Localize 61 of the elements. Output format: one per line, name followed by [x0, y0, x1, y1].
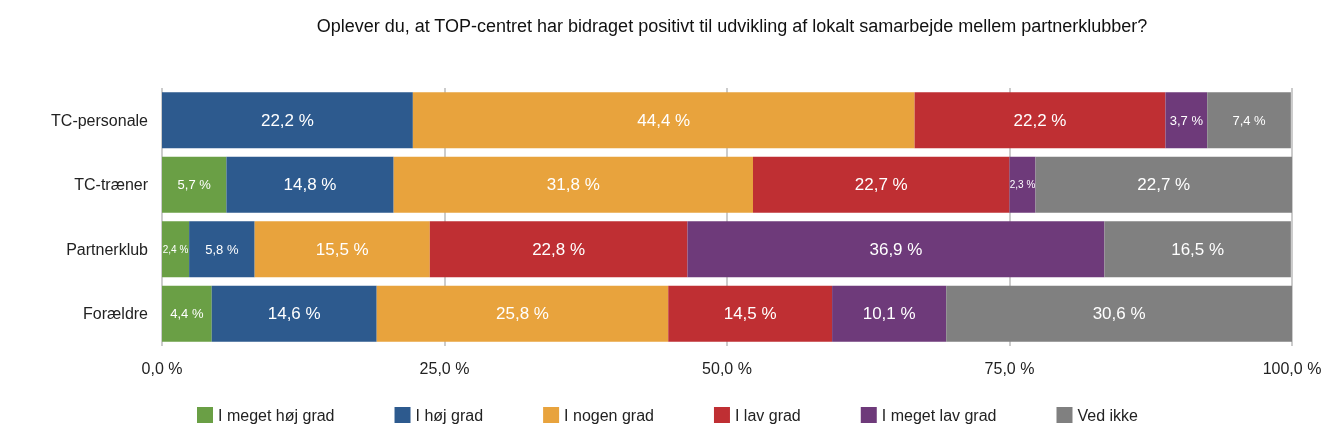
bar	[162, 92, 413, 149]
legend-label: I høj grad	[415, 406, 484, 424]
y-tick-label: Forældre	[83, 305, 149, 323]
data-label: 16,5 %	[1171, 239, 1225, 259]
data-label: 14,8 %	[283, 175, 337, 195]
bar	[162, 285, 212, 342]
data-label: 36,9 %	[869, 239, 923, 259]
bar	[393, 156, 753, 213]
x-tick-label: 75,0 %	[984, 359, 1035, 377]
legend-label: I meget lav grad	[881, 406, 997, 424]
data-label: 22,7 %	[1137, 175, 1191, 195]
data-label: 14,5 %	[723, 304, 777, 324]
bar	[189, 221, 255, 278]
data-label: 15,5 %	[315, 239, 369, 259]
data-label: 4,4 %	[170, 306, 204, 322]
bar	[412, 92, 915, 149]
bar	[687, 221, 1105, 278]
bar	[914, 92, 1166, 149]
data-label: 3,7 %	[1169, 112, 1204, 128]
data-label: 14,6 %	[267, 304, 321, 324]
bar	[1035, 156, 1292, 213]
bar	[376, 285, 669, 342]
y-tick-label: TC-personale	[51, 111, 149, 129]
bar	[1104, 221, 1291, 278]
legend-label: I lav grad	[734, 406, 801, 424]
bar	[162, 221, 190, 278]
bar	[254, 221, 430, 278]
data-label: 22,2 %	[260, 110, 314, 130]
bar	[429, 221, 688, 278]
bar	[752, 156, 1010, 213]
bar	[1165, 92, 1208, 149]
x-tick-label: 50,0 %	[702, 359, 752, 377]
x-tick-label: 0,0 %	[141, 359, 183, 377]
bar	[1207, 92, 1291, 149]
x-tick-label: 25,0 %	[419, 359, 470, 377]
x-tick-label: 100,0 %	[1262, 359, 1322, 377]
data-label: 2,3 %	[1009, 179, 1036, 191]
data-label: 2,4 %	[162, 243, 189, 255]
bar	[162, 156, 227, 213]
legend-label: Ved ikke	[1077, 406, 1139, 424]
data-label: 10,1 %	[862, 304, 916, 324]
data-label: 22,2 %	[1013, 110, 1067, 130]
legend-label: I nogen grad	[564, 406, 654, 424]
y-tick-label: Partnerklub	[66, 240, 149, 258]
data-label: 22,8 %	[532, 239, 586, 259]
bar	[832, 285, 947, 342]
data-label: 31,8 %	[546, 175, 600, 195]
data-label: 44,4 %	[637, 110, 691, 130]
data-label: 25,8 %	[496, 304, 549, 324]
data-label: 7,4 %	[1232, 112, 1267, 128]
bar	[211, 285, 377, 342]
data-label: 22,7 %	[854, 175, 908, 195]
bar	[226, 156, 394, 213]
legend-label: I meget høj grad	[218, 406, 335, 424]
data-label: 30,6 %	[1092, 304, 1146, 324]
chart-title: Oplever du, at TOP-centret har bidraget positivt til udvikling af lokalt samarbejde mellem partnerklubber?	[316, 16, 1148, 36]
data-label: 5,8 %	[205, 241, 239, 257]
bar	[668, 285, 833, 342]
data-label: 5,7 %	[177, 177, 212, 193]
bar	[946, 285, 1292, 342]
y-tick-label: TC-træner	[74, 176, 149, 194]
